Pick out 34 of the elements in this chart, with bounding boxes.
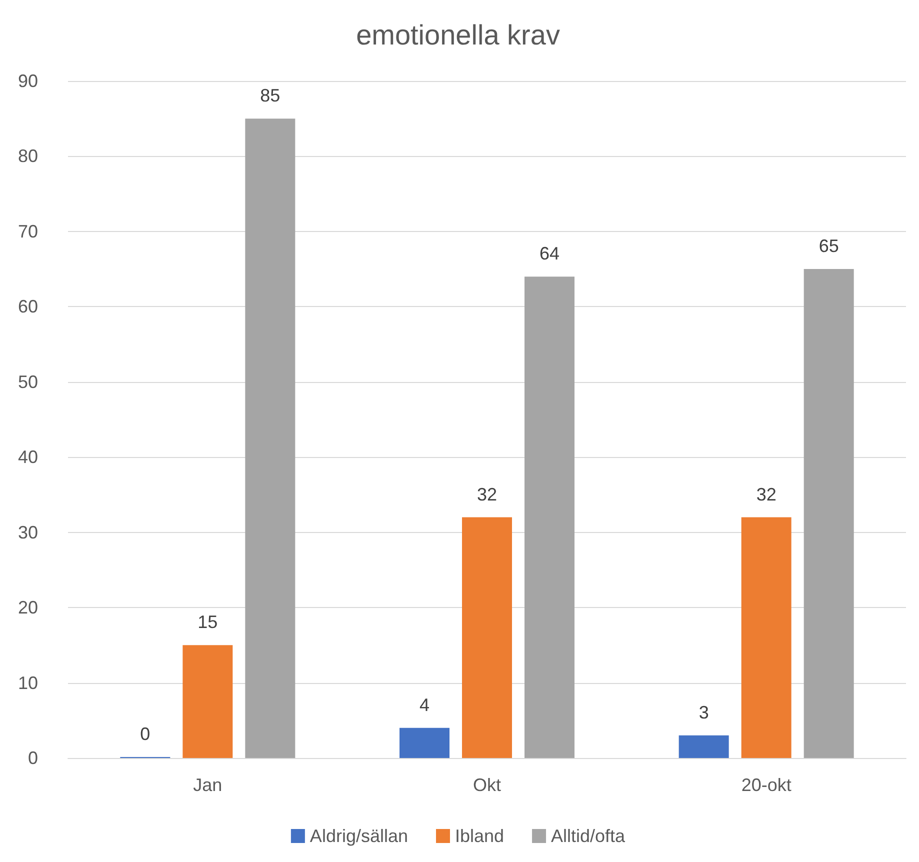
data-label: 4 <box>419 694 430 715</box>
y-tick-label: 10 <box>18 672 38 693</box>
bar <box>182 645 233 758</box>
bar <box>400 728 450 758</box>
y-tick-label: 20 <box>18 598 38 618</box>
data-label: 15 <box>198 612 218 632</box>
data-label: 32 <box>756 484 776 504</box>
y-tick-label: 70 <box>18 221 38 242</box>
data-label: 32 <box>476 484 498 504</box>
chart-title: emotionella krav <box>356 20 560 50</box>
legend-label: Ibland <box>454 826 504 846</box>
legend-label: Alltid/ofta <box>551 826 626 846</box>
y-tick-label: 60 <box>18 296 38 317</box>
data-label: 64 <box>539 244 560 264</box>
y-tick-label: 0 <box>28 748 38 768</box>
y-tick-label: 50 <box>18 372 38 392</box>
bar <box>524 276 574 758</box>
legend-label: Aldrig/sällan <box>310 826 408 846</box>
y-tick-label: 40 <box>18 447 38 468</box>
bar <box>462 517 512 758</box>
x-tick-label: Jan <box>193 775 222 795</box>
data-label: 3 <box>698 702 709 722</box>
data-label: 85 <box>260 86 280 106</box>
x-tick-label: 20-okt <box>741 775 792 795</box>
bar <box>804 269 854 758</box>
data-label: 0 <box>140 724 150 744</box>
bar <box>678 735 729 758</box>
bar <box>245 118 296 758</box>
bar <box>741 517 792 758</box>
x-tick-label: Okt <box>472 775 502 795</box>
y-tick-label: 30 <box>18 522 38 542</box>
y-tick-label: 80 <box>18 146 38 166</box>
y-tick-label: 90 <box>18 71 38 91</box>
data-label: 65 <box>818 236 839 256</box>
